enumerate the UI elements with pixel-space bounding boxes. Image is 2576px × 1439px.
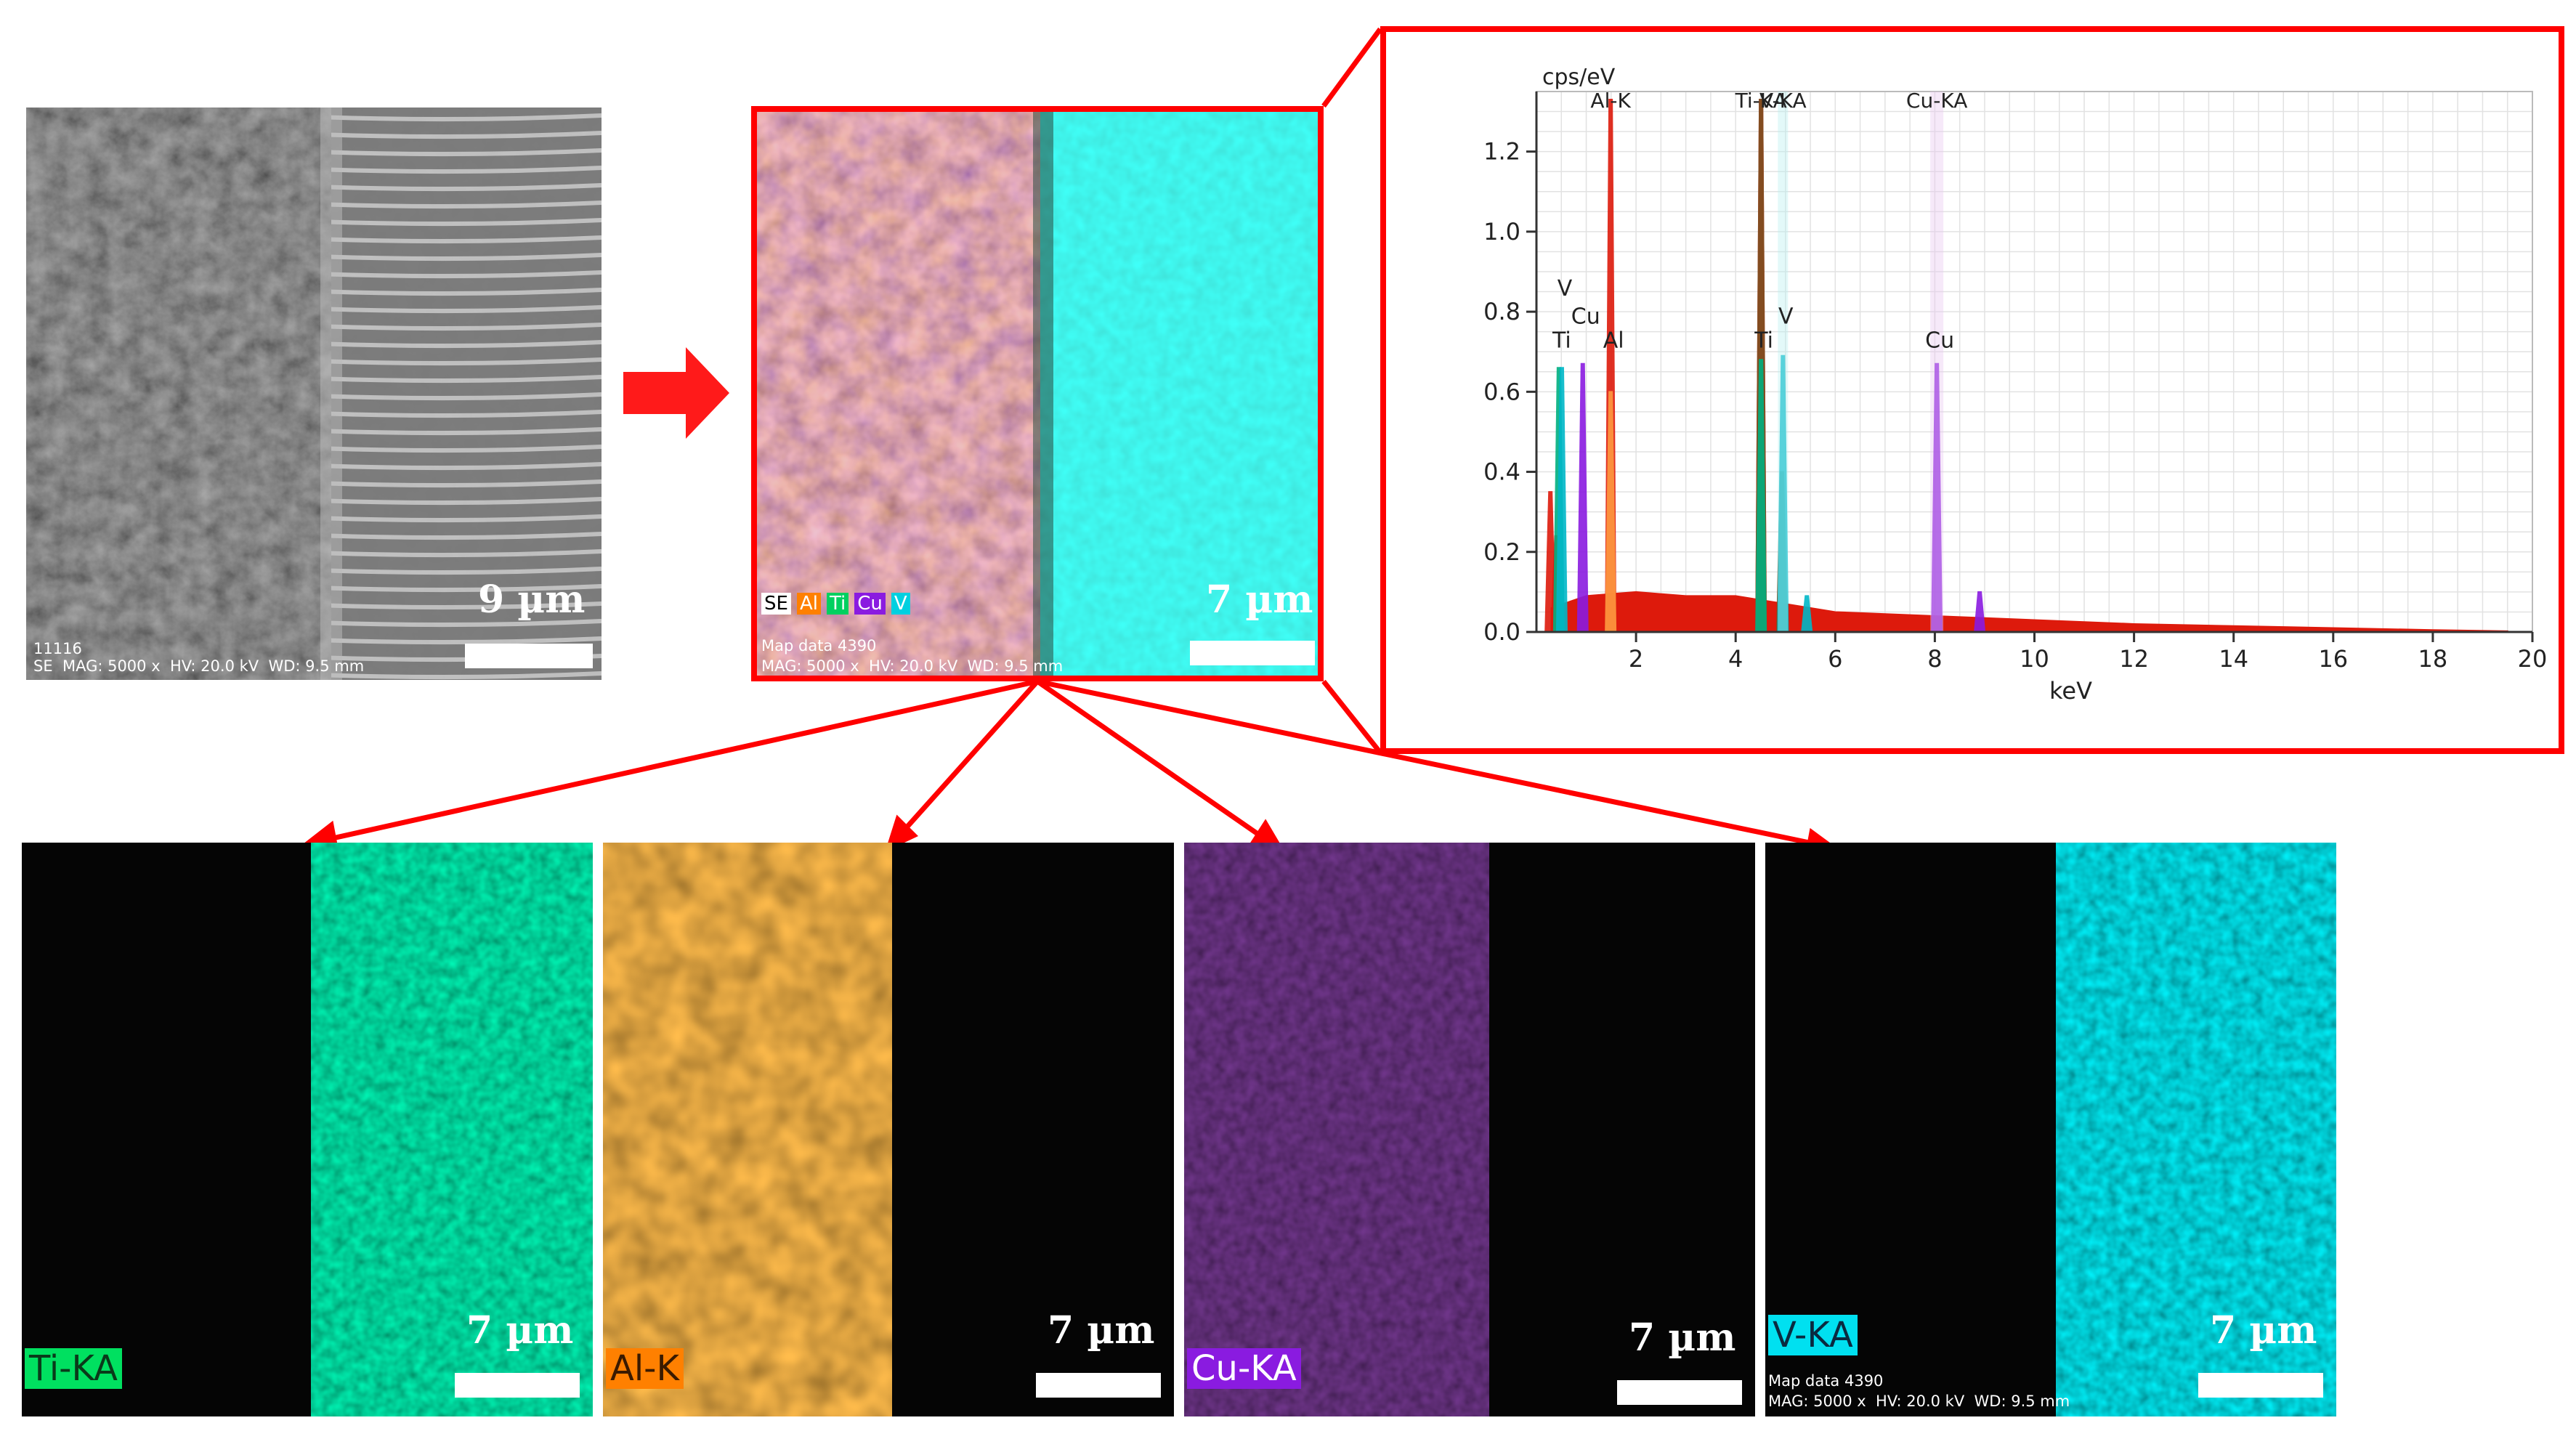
element-map-cu-ka: Cu-KA 7 µm bbox=[1184, 843, 1755, 1416]
element-map-texture bbox=[2056, 843, 2336, 1416]
element-map-texture bbox=[311, 843, 593, 1416]
legend-chip-al: Al bbox=[796, 593, 821, 615]
peak-top-label: V-KA bbox=[1759, 89, 1807, 113]
element-tag: Cu-KA bbox=[1187, 1348, 1301, 1389]
peak-label: Ti bbox=[1552, 328, 1571, 354]
map-scale-bar bbox=[455, 1373, 580, 1398]
x-tick-label: 16 bbox=[2318, 645, 2348, 673]
map-scale-label: 7 µm bbox=[2210, 1308, 2317, 1353]
legend-chip-se: SE bbox=[761, 593, 791, 615]
x-tick-label: 8 bbox=[1927, 645, 1942, 673]
se-scale-label: 9 µm bbox=[478, 577, 586, 622]
peak-label: Ti bbox=[1754, 328, 1773, 354]
y-tick-label: 0.2 bbox=[1483, 538, 1520, 566]
eds-spectrum-panel: 2 4 6 8 10 12 14 16 18 20 0.0 0.2 0.4 0.6 0.8 1.0 1.2 cps… bbox=[1380, 26, 2564, 754]
legend-chip-v: V bbox=[891, 593, 910, 615]
element-map-ti-ka: Ti-KA 7 µm bbox=[22, 843, 593, 1416]
map-scale-bar bbox=[1036, 1373, 1161, 1398]
se-scale-bar bbox=[465, 644, 593, 668]
composite-texture bbox=[757, 112, 1318, 676]
legend-chip-ti: Ti bbox=[826, 593, 849, 615]
map-scale-label: 7 µm bbox=[1048, 1308, 1155, 1353]
y-tick-label: 0.0 bbox=[1483, 618, 1520, 646]
composite-meta-line2: MAG: 5000 x HV: 20.0 kV WD: 9.5 mm bbox=[761, 657, 1064, 675]
map-scale-label: 7 µm bbox=[1629, 1316, 1736, 1360]
composite-meta-line1: Map data 4390 bbox=[761, 637, 877, 654]
x-tick-label: 10 bbox=[2020, 645, 2049, 673]
x-tick-label: 14 bbox=[2219, 645, 2248, 673]
y-axis-label: cps/eV bbox=[1542, 65, 1616, 90]
composite-scale-bar bbox=[1190, 641, 1315, 665]
composite-eds-map: SE Al Ti Cu V 7 µm Map data 4390 MAG: 5000 x… bbox=[751, 106, 1324, 681]
y-tick-label: 0.6 bbox=[1483, 378, 1520, 405]
map-scale-label: 7 µm bbox=[466, 1308, 574, 1353]
peak-label: Al bbox=[1603, 328, 1624, 354]
se-texture bbox=[26, 108, 602, 680]
composite-legend: SE Al Ti Cu V bbox=[761, 593, 916, 615]
peak-label: Cu bbox=[1571, 304, 1600, 330]
element-map-texture bbox=[1184, 843, 1489, 1416]
peak-top-label: Al-K bbox=[1590, 89, 1631, 113]
peak-label: Cu bbox=[1925, 328, 1954, 354]
peak-label: V bbox=[1558, 276, 1573, 301]
se-meta-line2: SE MAG: 5000 x HV: 20.0 kV WD: 9.5 mm bbox=[33, 657, 365, 675]
element-map-v-ka: V-KA 7 µm Map data 4390 MAG: 5000 x HV: 20.… bbox=[1765, 843, 2336, 1416]
element-map-texture bbox=[603, 843, 892, 1416]
cu-band bbox=[1930, 92, 1944, 632]
se-micrograph: 9 µm 11116 SE MAG: 5000 x HV: 20.0 kV WD… bbox=[26, 108, 602, 680]
element-map-al-k: Al-K 7 µm bbox=[603, 843, 1174, 1416]
peak-top-label: Cu-KA bbox=[1906, 89, 1967, 113]
se-meta-line1: 11116 bbox=[33, 640, 82, 657]
element-tag: V-KA bbox=[1768, 1315, 1858, 1355]
x-tick-label: 18 bbox=[2418, 645, 2448, 673]
v-band bbox=[1778, 92, 1789, 632]
peak-label: V bbox=[1778, 304, 1794, 330]
map-meta-line2: MAG: 5000 x HV: 20.0 kV WD: 9.5 mm bbox=[1768, 1393, 2070, 1410]
map-meta-line1: Map data 4390 bbox=[1768, 1372, 1884, 1390]
map-scale-bar bbox=[1617, 1380, 1742, 1405]
y-tick-label: 1.0 bbox=[1483, 218, 1520, 246]
spectrum-peak bbox=[1974, 591, 1986, 633]
x-tick-label: 6 bbox=[1828, 645, 1842, 673]
peak-top-label: Ti-KA bbox=[1735, 89, 1787, 113]
legend-chip-cu: Cu bbox=[854, 593, 886, 615]
right-arrow-icon bbox=[623, 347, 729, 439]
y-tick-label: 0.4 bbox=[1483, 458, 1520, 486]
x-tick-label: 2 bbox=[1629, 645, 1643, 673]
map-scale-bar bbox=[2198, 1373, 2323, 1398]
element-tag: Ti-KA bbox=[25, 1348, 122, 1389]
x-tick-label: 4 bbox=[1728, 645, 1743, 673]
y-tick-label: 1.2 bbox=[1483, 138, 1520, 166]
y-tick-label: 0.8 bbox=[1483, 298, 1520, 325]
x-axis-label: keV bbox=[2049, 677, 2092, 705]
x-tick-label: 12 bbox=[2119, 645, 2149, 673]
eds-spectrum-chart: 2 4 6 8 10 12 14 16 18 20 0.0 0.2 0.4 0.6 0.8 1.0 1.2 cps… bbox=[1483, 65, 2548, 705]
element-tag: Al-K bbox=[606, 1348, 684, 1389]
x-tick-label: 20 bbox=[2518, 645, 2548, 673]
composite-scale-label: 7 µm bbox=[1206, 577, 1313, 622]
